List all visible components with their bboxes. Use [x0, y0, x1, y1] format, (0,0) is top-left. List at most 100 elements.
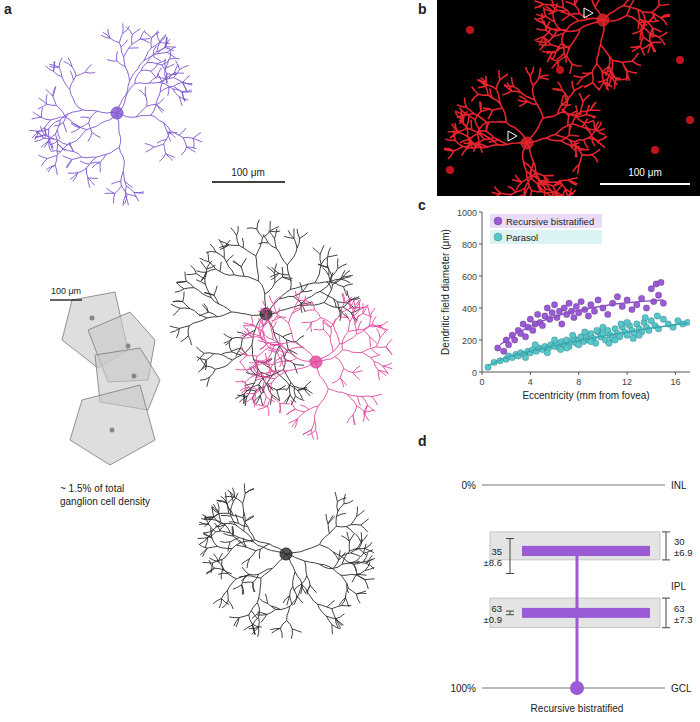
depth-label: 100%	[450, 683, 476, 694]
depth-label: 0%	[462, 480, 477, 491]
layer-boundary	[482, 485, 665, 486]
sd-label: ±7.3	[674, 614, 692, 625]
territory-soma	[90, 316, 95, 321]
sd-label: ±8.6	[484, 557, 502, 568]
inset-scale-bar	[50, 299, 82, 300]
territory-soma	[126, 344, 131, 349]
point	[660, 316, 666, 322]
point	[505, 342, 511, 348]
dendrite-tree	[198, 484, 375, 639]
mean-label: 63	[491, 603, 502, 614]
layer-label: GCL	[671, 683, 692, 694]
soma	[570, 681, 584, 695]
point	[591, 308, 597, 314]
point	[606, 340, 612, 346]
dendrite-tree	[235, 291, 392, 440]
point	[651, 298, 657, 304]
blob	[446, 166, 454, 174]
point	[654, 313, 660, 319]
point	[655, 292, 661, 298]
legend-marker	[494, 217, 502, 225]
scale-bar	[600, 183, 690, 185]
point	[624, 319, 630, 325]
blob	[686, 116, 694, 124]
point	[614, 294, 620, 300]
arrowhead	[508, 131, 517, 141]
figure: abcd100 μm100 μm~ 1.5% of totalganglion …	[0, 0, 700, 722]
sd-bracket	[506, 611, 514, 615]
panel-letter: b	[418, 1, 427, 17]
sd-label: ±0.9	[484, 614, 502, 625]
dendrite-tree	[170, 220, 361, 407]
sd-bracket	[662, 598, 670, 628]
stratum	[522, 608, 650, 618]
point	[522, 354, 528, 360]
point	[563, 345, 569, 351]
legend-label: Parasol	[506, 232, 538, 243]
point	[595, 297, 601, 303]
panel-b: 100 μm	[437, 0, 700, 223]
x-axis	[482, 372, 690, 373]
point	[636, 332, 642, 338]
soma	[521, 137, 533, 149]
point	[605, 311, 611, 317]
x-axis-label: Eccentricity (mm from fovea)	[522, 390, 649, 401]
point	[544, 305, 550, 311]
cell-label: Recursive bistratified	[531, 703, 624, 714]
point	[530, 327, 536, 333]
soma	[310, 356, 322, 368]
y-tick-label: 200	[462, 336, 477, 346]
point	[660, 300, 666, 306]
point	[648, 286, 654, 292]
point	[684, 319, 690, 325]
fit-line	[488, 323, 688, 365]
mean-label: 35	[491, 546, 502, 557]
point	[551, 302, 557, 308]
point	[511, 337, 517, 343]
point	[559, 321, 565, 327]
soma	[597, 14, 609, 26]
point	[594, 327, 600, 333]
point	[582, 329, 588, 335]
legend-box	[490, 214, 602, 228]
panel-d: 0%100%INLIPLGCL35±8.630±6.963±0.963±7.3R…	[450, 480, 692, 715]
point	[522, 334, 528, 340]
scale-bar-label: 100 μm	[231, 167, 265, 178]
y-tick-label: 800	[462, 240, 477, 250]
point	[658, 279, 664, 285]
blob	[466, 26, 474, 34]
mean-label: 63	[674, 603, 685, 614]
legend-label: Recursive bistratified	[506, 216, 594, 227]
x-tick-label: 16	[670, 377, 680, 387]
y-tick-label: 0	[472, 368, 477, 378]
arrowhead	[584, 8, 593, 18]
x-tick-label: 4	[528, 377, 533, 387]
territory-soma	[110, 428, 115, 433]
point	[576, 342, 582, 348]
scale-bar	[212, 181, 285, 183]
point	[557, 346, 563, 352]
point	[495, 345, 501, 351]
point	[618, 321, 624, 327]
panel-letter: d	[418, 433, 427, 449]
point	[612, 337, 618, 343]
soma	[111, 107, 123, 119]
dendrite-tree	[29, 23, 202, 205]
mean-label: 30	[674, 536, 685, 547]
point	[569, 332, 575, 338]
fit-line	[500, 300, 663, 345]
point	[573, 303, 579, 309]
panel-c: 020040060080010000481216Eccentricity (mm…	[440, 208, 691, 402]
point	[561, 305, 567, 311]
blob	[676, 56, 684, 64]
micrograph-content	[444, 0, 694, 196]
territory-soma	[132, 374, 137, 379]
sd-label: ±6.9	[674, 547, 692, 558]
y-tick-label: 600	[462, 272, 477, 282]
y-axis	[482, 212, 483, 372]
point	[571, 314, 577, 320]
x-tick-label: 12	[622, 377, 632, 387]
blob	[651, 146, 659, 154]
territory	[70, 385, 155, 465]
legend-marker	[494, 233, 502, 241]
